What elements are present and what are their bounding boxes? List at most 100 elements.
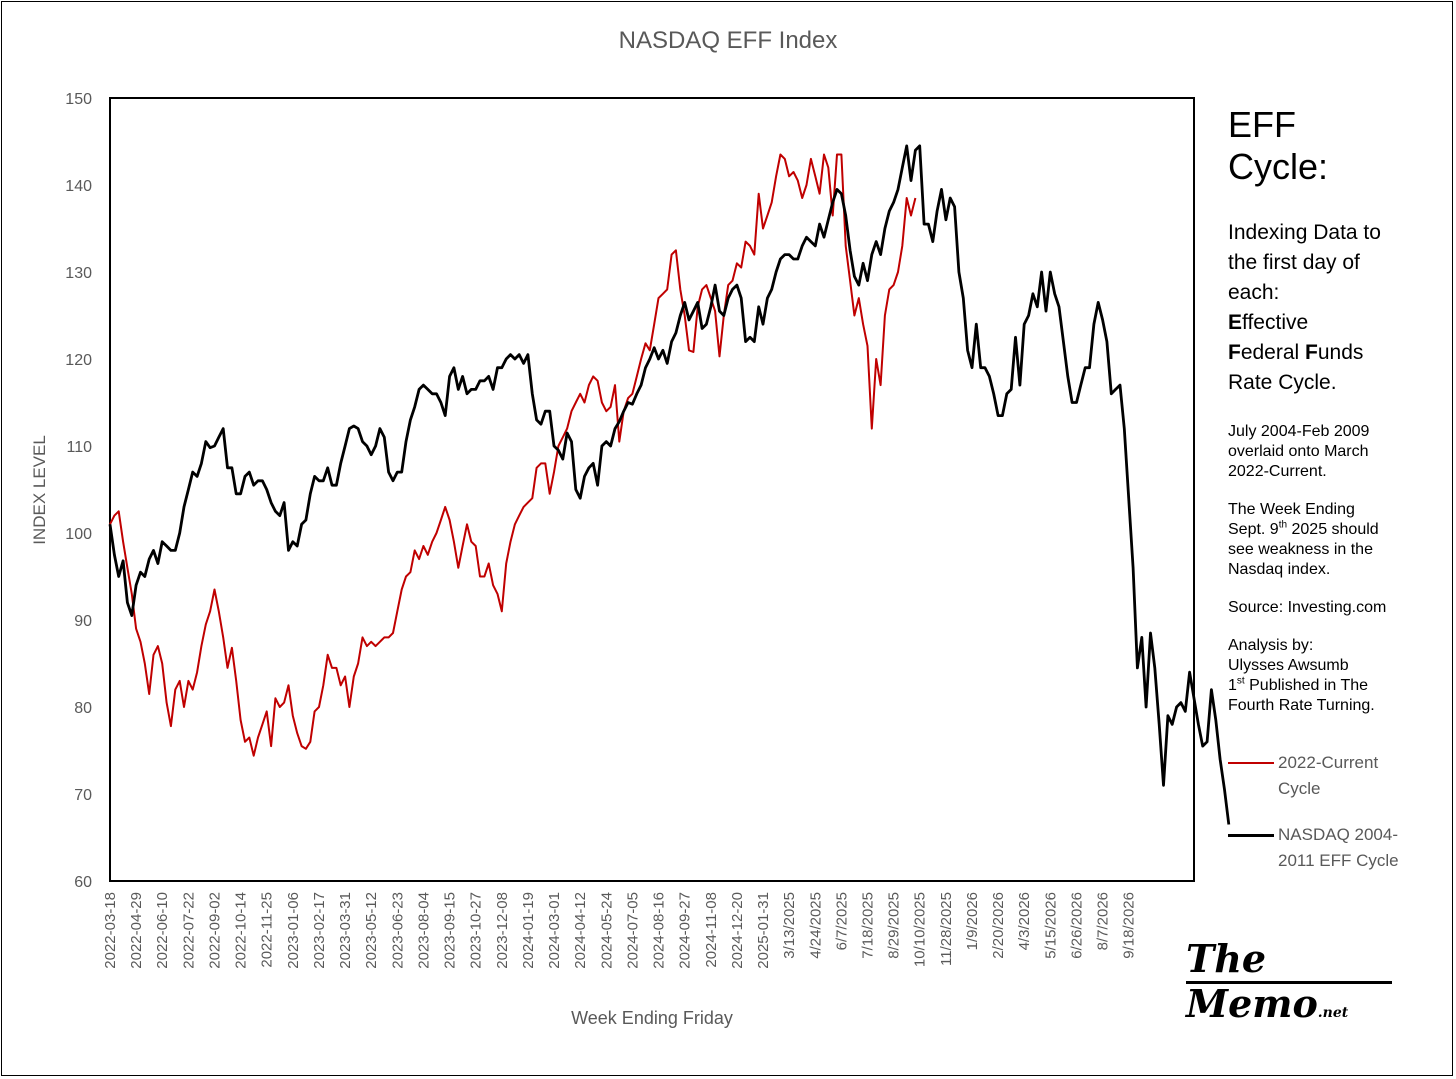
note-line: Analysis by: [1228, 637, 1314, 654]
x-tick-label: 2022-04-29 [128, 892, 145, 969]
legend-label-line: NASDAQ 2004- [1278, 825, 1398, 844]
x-tick-label: 2023-08-04 [415, 892, 432, 969]
bold-letter: F [1305, 341, 1318, 364]
note-line: The Week Ending [1228, 501, 1355, 518]
y-tick-label: 130 [65, 265, 92, 282]
note-text: Sept. 9 [1228, 521, 1279, 538]
y-tick-label: 60 [74, 874, 92, 891]
source-line: Source: Investing.com [1228, 599, 1387, 616]
series-line-nasdaq-2004-2011-eff-cycle [108, 144, 1231, 825]
x-tick-label: 2/20/2026 [990, 892, 1007, 959]
y-tick-label: 70 [74, 787, 92, 804]
y-tick-label: 90 [74, 613, 92, 630]
note-text: 1 [1228, 677, 1237, 694]
x-tick-label: 2024-09-27 [677, 892, 694, 969]
panel-heading: EFF Cycle: [1228, 104, 1443, 188]
word-rest: ederal [1240, 341, 1306, 364]
x-tick-label: 2023-09-15 [442, 892, 459, 969]
bold-letter: E [1228, 311, 1243, 334]
x-tick-label: 2024-04-12 [572, 892, 589, 969]
y-tick-label: 150 [65, 91, 92, 108]
legend-label-line: 2011 EFF Cycle [1278, 851, 1399, 870]
x-tick-label: 2024-07-05 [624, 892, 641, 969]
analysis-note: Analysis by: Ulysses Awsumb 1st Publishe… [1228, 636, 1443, 716]
x-tick-label: 2024-01-19 [520, 892, 537, 969]
x-tick-label: 10/10/2025 [912, 892, 929, 967]
x-tick-label: 2022-06-10 [154, 892, 171, 969]
bold-letter: F [1228, 341, 1241, 364]
x-tick-label: 3/13/2025 [781, 892, 798, 959]
federal-funds-line: Federal Funds [1228, 338, 1443, 368]
note-text: 2025 should [1287, 521, 1379, 538]
x-tick-label: 6/26/2026 [1069, 892, 1086, 959]
indexing-description: Indexing Data to the first day of each: … [1228, 218, 1443, 398]
y-tick-label: 110 [66, 439, 92, 456]
note-line: 2022-Current. [1228, 463, 1327, 480]
x-tick-label: 2024-11-08 [703, 892, 720, 968]
logo-underline [1186, 981, 1392, 984]
x-tick-label: 2024-03-01 [546, 892, 563, 969]
panel-heading-line: Cycle: [1228, 146, 1329, 187]
plot-area [109, 97, 1195, 882]
logo-text: The Memo [1186, 936, 1318, 1026]
x-axis: 2022-03-18 2022-04-29 2022-06-10 2022-07-22… [102, 892, 1138, 969]
legend-label-line: Cycle [1278, 779, 1321, 798]
x-tick-label: 2023-10-27 [468, 892, 485, 969]
x-tick-label: 8/29/2025 [886, 892, 903, 959]
x-tick-label: 2025-01-31 [755, 892, 772, 969]
x-tick-label: 2023-06-23 [389, 892, 406, 969]
legend-label: NASDAQ 2004- 2011 EFF Cycle [1278, 822, 1448, 874]
effective-line: Effective [1228, 308, 1443, 338]
x-tick-label: 2022-11-25 [259, 892, 276, 968]
x-tick-label: 6/7/2025 [833, 892, 850, 950]
x-tick-label: 2022-10-14 [233, 892, 250, 969]
y-tick-label: 80 [74, 700, 92, 717]
description-line: each: [1228, 281, 1280, 304]
chart-title: NASDAQ EFF Index [619, 27, 838, 54]
series-line-2022-current-cycle [109, 153, 917, 757]
note-line: see weakness in the [1228, 541, 1373, 558]
x-tick-label: 2023-03-31 [337, 892, 354, 969]
x-axis-label: Week Ending Friday [571, 1008, 733, 1028]
annotation-panel: EFF Cycle: Indexing Data to the first da… [1228, 104, 1443, 734]
description-line: Indexing Data to [1228, 221, 1381, 244]
x-tick-label: 2022-07-22 [180, 892, 197, 969]
x-tick-label: 11/28/2025 [938, 892, 955, 966]
word-rest: ffective [1242, 311, 1309, 334]
x-tick-label: 9/18/2026 [1121, 892, 1138, 959]
x-tick-label: 2023-02-17 [311, 892, 328, 969]
x-tick-label: 2024-12-20 [729, 892, 746, 969]
note-line: 1st Published in The [1228, 676, 1443, 696]
legend-swatch-red [1228, 762, 1274, 764]
x-tick-label: 5/15/2026 [1042, 892, 1059, 959]
x-tick-label: 2023-05-12 [363, 892, 380, 969]
note-line: July 2004-Feb 2009 [1228, 423, 1370, 440]
note-text: Published in The [1244, 677, 1369, 694]
series-layer [108, 144, 1231, 825]
superscript: th [1278, 519, 1288, 531]
x-tick-label: 2023-12-08 [494, 892, 511, 969]
the-memo-logo: The Memo.net [1186, 936, 1426, 1026]
x-tick-label: 8/7/2026 [1095, 892, 1112, 950]
x-tick-label: 2022-09-02 [207, 892, 224, 969]
description-line: the first day of [1228, 251, 1360, 274]
x-tick-label: 4/24/2025 [807, 892, 824, 959]
note-line: Fourth Rate Turning. [1228, 697, 1375, 714]
source-note: Source: Investing.com [1228, 598, 1443, 618]
x-tick-label: 1/9/2026 [964, 892, 981, 950]
y-tick-label: 120 [65, 352, 92, 369]
word-rest: unds [1317, 341, 1364, 364]
note-line: Sept. 9th 2025 should [1228, 520, 1443, 540]
legend-label-line: 2022-Current [1278, 753, 1379, 772]
note-line: Ulysses Awsumb [1228, 657, 1349, 674]
x-tick-label: 2024-08-16 [651, 892, 668, 969]
note-line: overlaid onto March [1228, 443, 1369, 460]
legend-label: 2022-Current Cycle [1278, 750, 1448, 802]
panel-heading-line: EFF [1228, 104, 1296, 145]
y-tick-label: 100 [65, 526, 92, 543]
x-tick-label: 2023-01-06 [285, 892, 302, 969]
description-line: Rate Cycle. [1228, 371, 1337, 394]
note-line: Nasdaq index. [1228, 561, 1331, 578]
